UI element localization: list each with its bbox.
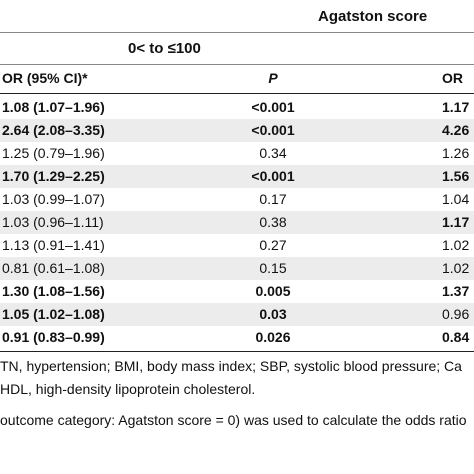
cell-p-value: 0.34 <box>259 145 287 161</box>
cell-p-value: 0.17 <box>259 191 287 207</box>
table-row: 1.25 (0.79–1.96) 0.34 1.26 <box>0 142 474 165</box>
cell-or-ci: 1.08 (1.07–1.96) <box>2 99 105 115</box>
cell-or-next: 1.02 <box>442 237 470 253</box>
cell-or-ci: 1.03 (0.96–1.11) <box>2 214 104 230</box>
cell-or-ci: 1.03 (0.99–1.07) <box>2 191 105 207</box>
column-header-or-next: OR <box>442 70 463 86</box>
cell-or-next: 1.56 <box>442 168 470 184</box>
table-bottom-rule <box>0 351 474 352</box>
cell-or-ci: 0.91 (0.83–0.99) <box>2 329 105 345</box>
cell-or-ci: 1.30 (1.08–1.56) <box>2 283 105 299</box>
cell-or-next: 0.84 <box>442 329 470 345</box>
cell-or-ci: 1.05 (1.02–1.08) <box>2 306 105 322</box>
footnote-abbreviations: TN, hypertension; BMI, body mass index; … <box>0 358 462 374</box>
cell-or-next: 0.96 <box>442 306 470 322</box>
cell-or-next: 1.17 <box>442 214 470 230</box>
cell-or-ci: 1.70 (1.29–2.25) <box>2 168 105 184</box>
column-header-p: P <box>268 70 278 86</box>
cell-p-value: <0.001 <box>251 99 295 115</box>
cell-p-value: <0.001 <box>251 168 295 184</box>
table-row: 1.13 (0.91–1.41) 0.27 1.02 <box>0 234 474 257</box>
table-row: 1.30 (1.08–1.56) 0.005 1.37 <box>0 280 474 303</box>
table-row: 1.08 (1.07–1.96) <0.001 1.17 <box>0 96 474 119</box>
cell-p-value: 0.38 <box>259 214 287 230</box>
subgroup-title: 0< to ≤100 <box>128 40 201 57</box>
table-row: 2.64 (2.08–3.35) <0.001 4.26 <box>0 119 474 142</box>
cell-or-next: 1.02 <box>442 260 470 276</box>
group-title: Agatston score <box>318 8 428 25</box>
cell-or-ci: 2.64 (2.08–3.35) <box>2 122 105 138</box>
cell-or-ci: 1.25 (0.79–1.96) <box>2 145 105 161</box>
cell-or-ci: 1.13 (0.91–1.41) <box>2 237 105 253</box>
cell-or-next: 1.26 <box>442 145 470 161</box>
table-row: 1.03 (0.96–1.11) 0.38 1.17 <box>0 211 474 234</box>
table-row: 0.91 (0.83–0.99) 0.026 0.84 <box>0 326 474 349</box>
cell-or-next: 1.04 <box>442 191 470 207</box>
footnote-hdl: HDL, high-density lipoprotein cholestero… <box>0 381 256 397</box>
table-row: 1.70 (1.29–2.25) <0.001 1.56 <box>0 165 474 188</box>
cell-or-next: 1.37 <box>442 283 470 299</box>
subheader-divider <box>0 64 474 65</box>
cell-p-value: 0.026 <box>255 329 291 345</box>
cell-p-value: <0.001 <box>251 122 295 138</box>
table-row: 1.05 (1.02–1.08) 0.03 0.96 <box>0 303 474 326</box>
table-row: 1.03 (0.99–1.07) 0.17 1.04 <box>0 188 474 211</box>
cell-p-value: 0.27 <box>259 237 287 253</box>
cell-p-value: 0.03 <box>259 306 287 322</box>
cell-p-value: 0.005 <box>255 283 291 299</box>
cell-or-next: 4.26 <box>442 122 470 138</box>
footnote-reference-category: outcome category: Agatston score = 0) wa… <box>0 412 467 428</box>
cell-p-value: 0.15 <box>259 260 287 276</box>
column-header-divider <box>0 93 474 94</box>
column-header-or: OR (95% CI)* <box>2 70 88 86</box>
header-divider <box>0 32 474 33</box>
cell-or-next: 1.17 <box>442 99 470 115</box>
cell-or-ci: 0.81 (0.61–1.08) <box>2 260 105 276</box>
table-row: 0.81 (0.61–1.08) 0.15 1.02 <box>0 257 474 280</box>
